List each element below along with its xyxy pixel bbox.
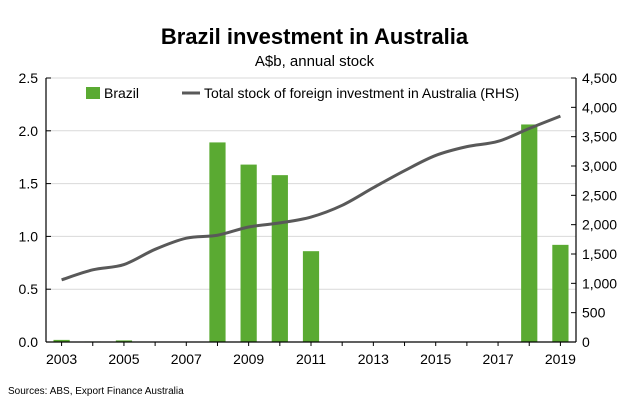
legend-label-total: Total stock of foreign investment in Aus… <box>204 85 519 101</box>
right-tick-label: 4,500 <box>582 70 617 86</box>
bar-2019 <box>552 244 569 342</box>
chart-subtitle: A$b, annual stock <box>254 53 375 70</box>
x-tick-label: 2019 <box>545 351 576 367</box>
x-tick-label: 2015 <box>420 351 451 367</box>
legend-label-brazil: Brazil <box>104 85 139 101</box>
right-tick-label: 1,000 <box>582 275 617 291</box>
left-tick-label: 1.0 <box>19 228 39 244</box>
x-tick-label: 2013 <box>358 351 389 367</box>
left-tick-label: 0.0 <box>19 334 39 350</box>
right-tick-label: 2,000 <box>582 217 617 233</box>
chart-title: Brazil investment in Australia <box>160 24 469 49</box>
left-tick-label: 0.5 <box>19 281 39 297</box>
x-axis-ticks: 2003 2005 2007 2009 2011 2013 2015 2017 2019 <box>46 342 576 367</box>
right-tick-label: 3,000 <box>582 158 617 174</box>
left-tick-label: 1.5 <box>19 176 39 192</box>
left-tick-label: 2.5 <box>19 70 39 86</box>
right-tick-label: 4,000 <box>582 99 617 115</box>
x-tick-label: 2017 <box>482 351 513 367</box>
right-tick-label: 3,500 <box>582 129 617 145</box>
right-tick-label: 2,500 <box>582 187 617 203</box>
bar-2010 <box>271 175 288 342</box>
bar-2008 <box>209 142 226 342</box>
left-axis-ticks: 0.0 0.5 1.0 1.5 2.0 2.5 <box>19 70 51 350</box>
x-tick-label: 2007 <box>171 351 202 367</box>
right-tick-label: 500 <box>582 305 606 321</box>
x-tick-label: 2009 <box>233 351 264 367</box>
bar-series <box>53 124 569 343</box>
right-tick-label: 1,500 <box>582 246 617 262</box>
x-tick-label: 2011 <box>296 351 326 367</box>
legend: Brazil Total stock of foreign investment… <box>86 85 519 101</box>
bar-2018 <box>521 124 538 343</box>
x-tick-label: 2003 <box>46 351 77 367</box>
bar-2011 <box>302 251 320 342</box>
bar-2003 <box>53 339 70 342</box>
bar-2009 <box>240 164 257 342</box>
bar-2005 <box>115 340 133 342</box>
legend-swatch-brazil <box>86 87 100 99</box>
right-axis-ticks: 0 500 1,000 1,500 2,000 2,500 3,000 3,500 4,000 4… <box>571 70 617 350</box>
left-tick-label: 2.0 <box>19 123 39 139</box>
source-note: Sources: ABS, Export Finance Australia <box>8 386 184 397</box>
line-series <box>61 114 561 282</box>
total-stock-line <box>61 114 561 282</box>
x-tick-label: 2005 <box>108 351 139 367</box>
right-tick-label: 0 <box>582 334 590 350</box>
